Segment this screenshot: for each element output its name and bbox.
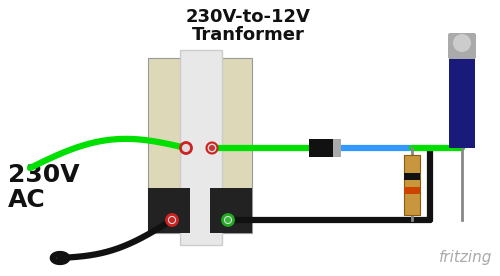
Circle shape <box>206 142 218 153</box>
Text: 230V-to-12V: 230V-to-12V <box>186 8 310 26</box>
Circle shape <box>209 145 215 151</box>
Bar <box>404 155 420 215</box>
Bar <box>404 173 420 180</box>
Circle shape <box>453 34 471 52</box>
Bar <box>210 58 252 233</box>
Bar <box>309 139 341 157</box>
Bar <box>148 58 190 233</box>
Bar <box>210 188 252 233</box>
Text: 230V: 230V <box>8 163 80 187</box>
Text: AC: AC <box>8 188 46 212</box>
Circle shape <box>225 217 231 223</box>
Circle shape <box>169 217 175 223</box>
Circle shape <box>222 214 234 225</box>
Text: Tranformer: Tranformer <box>192 26 304 44</box>
Circle shape <box>180 142 192 153</box>
Bar <box>333 139 341 157</box>
FancyBboxPatch shape <box>448 33 476 59</box>
Text: fritzing: fritzing <box>438 250 492 265</box>
Bar <box>180 50 222 245</box>
Circle shape <box>166 214 177 225</box>
Bar <box>148 188 190 233</box>
Bar <box>404 187 420 194</box>
Bar <box>449 53 475 148</box>
